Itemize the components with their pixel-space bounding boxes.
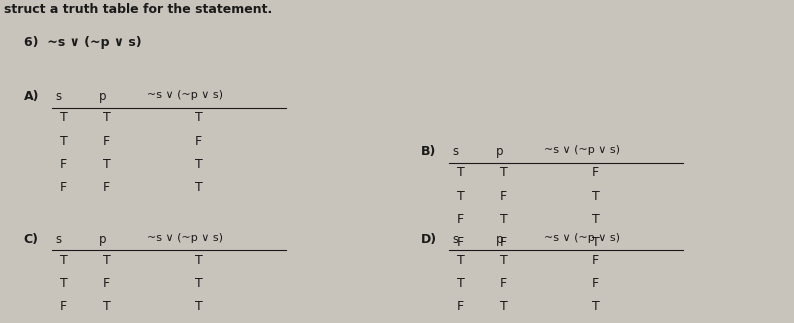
Text: A): A): [24, 90, 40, 103]
Text: p: p: [99, 90, 106, 103]
Text: T: T: [500, 254, 508, 266]
Text: F: F: [592, 277, 599, 290]
Text: T: T: [103, 300, 111, 313]
Text: s: s: [453, 145, 459, 158]
Text: ~s ∨ (~p ∨ s): ~s ∨ (~p ∨ s): [544, 145, 620, 155]
Text: s: s: [56, 233, 62, 245]
Text: T: T: [60, 254, 67, 266]
Text: F: F: [592, 254, 599, 266]
Text: T: T: [592, 190, 599, 203]
Text: T: T: [457, 190, 464, 203]
Text: F: F: [103, 181, 110, 194]
Text: F: F: [457, 236, 464, 249]
Text: ~s ∨ (~p ∨ s): ~s ∨ (~p ∨ s): [147, 90, 223, 100]
Text: F: F: [500, 277, 507, 290]
Text: D): D): [421, 233, 437, 245]
Text: T: T: [592, 236, 599, 249]
Text: struct a truth table for the statement.: struct a truth table for the statement.: [4, 3, 272, 16]
Text: T: T: [60, 111, 67, 124]
Text: T: T: [500, 213, 508, 226]
Text: F: F: [592, 166, 599, 179]
Text: T: T: [103, 254, 111, 266]
Text: F: F: [500, 190, 507, 203]
Text: p: p: [496, 233, 503, 245]
Text: T: T: [592, 213, 599, 226]
Text: T: T: [457, 277, 464, 290]
Text: s: s: [56, 90, 62, 103]
Text: T: T: [103, 111, 111, 124]
Text: T: T: [457, 166, 464, 179]
Text: T: T: [500, 166, 508, 179]
Text: T: T: [195, 111, 202, 124]
Text: T: T: [195, 277, 202, 290]
Text: ~s ∨ (~p ∨ s): ~s ∨ (~p ∨ s): [147, 233, 223, 243]
Text: s: s: [453, 233, 459, 245]
Text: C): C): [24, 233, 39, 245]
Text: T: T: [592, 300, 599, 313]
Text: F: F: [457, 300, 464, 313]
Text: 6)  ~s ∨ (~p ∨ s): 6) ~s ∨ (~p ∨ s): [24, 36, 141, 48]
Text: F: F: [195, 135, 202, 148]
Text: F: F: [457, 213, 464, 226]
Text: T: T: [103, 158, 111, 171]
Text: T: T: [500, 300, 508, 313]
Text: T: T: [457, 254, 464, 266]
Text: F: F: [103, 135, 110, 148]
Text: B): B): [421, 145, 436, 158]
Text: T: T: [195, 300, 202, 313]
Text: ~s ∨ (~p ∨ s): ~s ∨ (~p ∨ s): [544, 233, 620, 243]
Text: F: F: [60, 181, 67, 194]
Text: T: T: [195, 181, 202, 194]
Text: p: p: [99, 233, 106, 245]
Text: F: F: [60, 300, 67, 313]
Text: F: F: [60, 158, 67, 171]
Text: T: T: [195, 158, 202, 171]
Text: T: T: [60, 277, 67, 290]
Text: T: T: [195, 254, 202, 266]
Text: p: p: [496, 145, 503, 158]
Text: F: F: [500, 236, 507, 249]
Text: F: F: [103, 277, 110, 290]
Text: T: T: [60, 135, 67, 148]
